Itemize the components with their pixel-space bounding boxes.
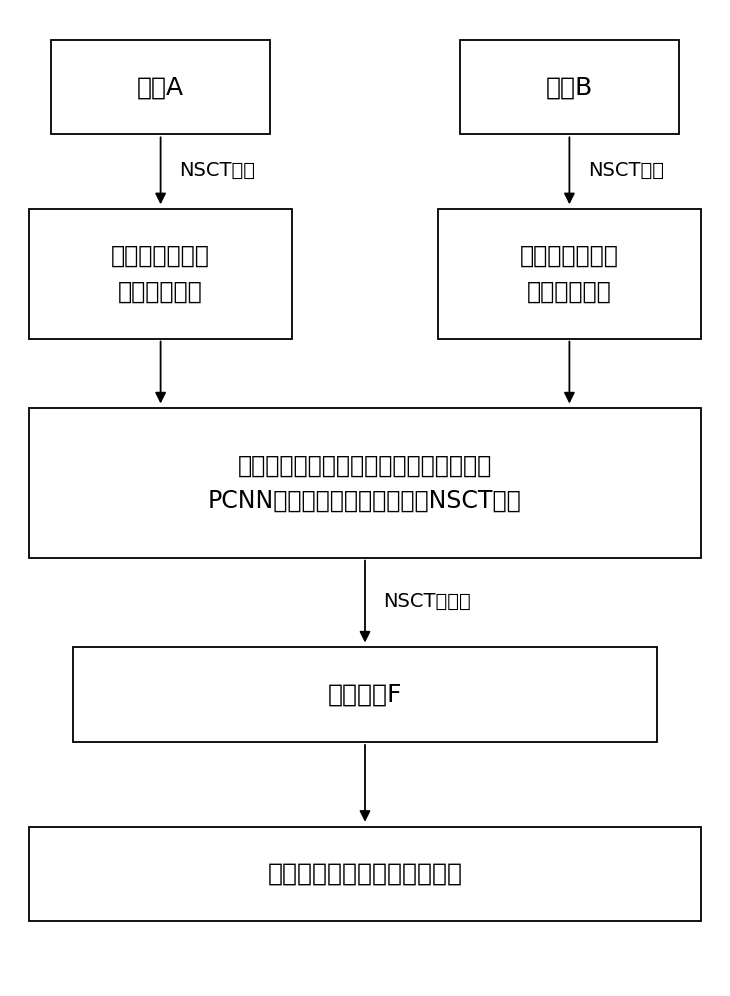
Text: NSCT分解: NSCT分解 xyxy=(588,161,664,180)
Text: NSCT逆变换: NSCT逆变换 xyxy=(383,592,471,612)
FancyBboxPatch shape xyxy=(460,40,679,134)
Text: 低频子带图像与
高频子带图像: 低频子带图像与 高频子带图像 xyxy=(520,244,619,304)
Text: 图像A: 图像A xyxy=(137,75,184,100)
FancyBboxPatch shape xyxy=(29,827,701,921)
FancyBboxPatch shape xyxy=(29,408,701,558)
FancyBboxPatch shape xyxy=(73,647,657,742)
Text: NSCT分解: NSCT分解 xyxy=(179,161,255,180)
FancyBboxPatch shape xyxy=(51,40,270,134)
Text: 融合图像F: 融合图像F xyxy=(328,682,402,707)
FancyBboxPatch shape xyxy=(438,209,701,339)
Text: 融合效果主观与客观指标评价: 融合效果主观与客观指标评价 xyxy=(267,862,463,886)
Text: 低频子带采用平均法及高频子带基于改进
PCNN模型的融合规则分别得到NSCT系数: 低频子带采用平均法及高频子带基于改进 PCNN模型的融合规则分别得到NSCT系数 xyxy=(208,453,522,513)
Text: 图像B: 图像B xyxy=(546,75,593,100)
Text: 低频子带图像与
高频子带图像: 低频子带图像与 高频子带图像 xyxy=(111,244,210,304)
FancyBboxPatch shape xyxy=(29,209,292,339)
